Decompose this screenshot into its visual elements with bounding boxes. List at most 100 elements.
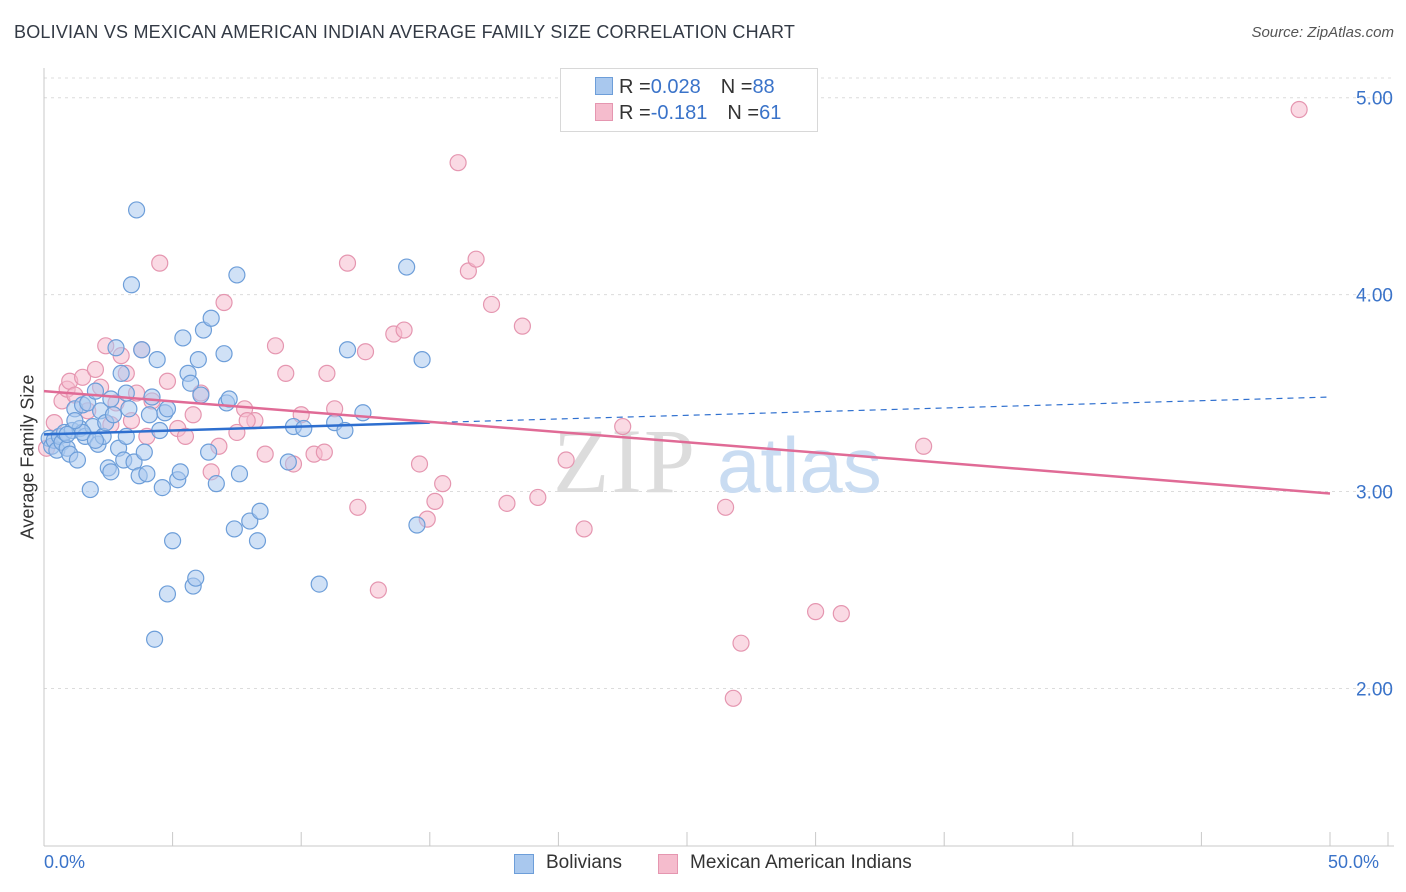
bolivians-point [140,406,159,424]
bolivians-point [148,351,166,369]
mexican-american-indians-point [498,494,516,512]
bolivians-point [120,400,138,418]
mexican-american-indians-point [410,455,429,473]
bottom-legend-swatch-bolivians [514,854,534,874]
legend-r-value: 0.028 [650,75,701,98]
legend-n-label: N = [727,101,760,124]
bolivians-point [413,351,431,369]
y-tick-label: 3.00 [1356,483,1393,504]
bolivians-point [230,465,249,483]
bolivians-point [68,451,87,469]
mexican-american-indians-point [238,412,256,430]
mexican-american-indians-point [1290,100,1308,119]
bolivians-point [138,465,156,483]
mexican-american-indians-point [459,262,477,280]
mexican-american-indians-point [395,321,413,339]
axes [43,68,1394,847]
mexican-american-indians-point [557,451,575,469]
bolivians-point [248,532,267,550]
mexican-american-indians-point [806,603,825,621]
correlation-legend: R = 0.028 N = 88 R = -0.181 N = 61 [560,68,818,132]
legend-row-mexican-american-indians: R = -0.181 N = 61 [595,101,782,125]
x-tick-label-max: 50.0% [1328,852,1380,872]
legend-n-value: 61 [759,101,782,124]
mexican-american-indians-point [832,605,850,623]
bolivians-point [104,406,123,424]
mexican-american-indians-point [184,406,202,424]
mexican-american-indians-point [434,475,452,493]
watermark: ZIP atlas [553,410,882,512]
mexican-american-indians-point [349,498,367,516]
mexican-american-indians-point [73,368,92,386]
mexican-american-indians-point [614,417,632,436]
y-tick-label: 2.00 [1356,679,1393,700]
mexican-american-indians-point [716,498,735,516]
bolivians-point [102,390,120,408]
bolivians-point [158,585,177,603]
bolivians-point [135,443,153,461]
mexican-american-indians-point [732,634,750,652]
bolivians-trend-line [43,421,430,436]
mexican-american-indians-point [915,437,933,455]
bolivians-point [200,443,218,461]
legend-swatch-bolivians [595,77,613,95]
bolivians-point [228,266,246,284]
bolivians-point [251,502,269,520]
mexican-american-indians-point [176,427,195,445]
mexican-american-indians-point [426,492,444,510]
y-tick-labels: 2.00 3.00 4.00 5.00 [1356,89,1393,701]
bottom-legend-label-mexican-american-indians: Mexican American Indians [690,852,912,873]
bolivians-point [164,532,182,550]
bolivians-point [102,463,120,481]
mexican-american-indians-point [467,250,485,268]
y-axis-label: Average Family Size [17,374,38,540]
legend-n-label: N = [720,75,753,98]
mexican-american-indians-point [318,364,336,382]
bolivians-point [192,386,210,404]
bolivians-point [112,364,130,382]
bolivians-point [215,345,233,363]
bolivians-point [354,404,372,422]
bolivians-point [408,516,426,534]
bolivians-point [174,329,192,347]
x-tick-label-min: 0.0% [44,852,86,872]
watermark-atlas: atlas [717,421,882,509]
bottom-legend-mexican-american-indians: Mexican American Indians [658,852,912,874]
mexican-american-indians-point [356,343,375,361]
bottom-legend-label-bolivians: Bolivians [546,852,623,873]
legend-row-bolivians: R = 0.028 N = 88 [595,75,775,99]
bolivians-point [66,412,84,430]
bolivians-point [182,374,200,392]
grid-lines [44,77,1394,689]
legend-r-label: R = [619,75,651,98]
bolivians-point [187,569,205,587]
mexican-american-indians-point [151,254,169,272]
bottom-legend-bolivians: Bolivians [514,852,623,874]
bolivians-point [189,351,207,369]
mexican-american-indians-point [513,317,531,335]
bolivians-point [279,453,297,471]
mexican-american-indians-point [338,254,357,272]
bolivians-point [145,630,164,648]
mexican-american-indians-point [266,337,285,355]
mexican-american-indians-point [529,488,547,507]
bolivians-point [122,276,141,294]
bolivians-point [171,463,189,481]
trend-lines [43,389,1331,495]
bolivians-point [194,321,213,339]
bolivians-point [107,339,125,357]
bolivians-point [153,479,171,497]
mexican-american-indians-point [86,360,105,379]
legend-r-label: R = [619,101,651,124]
mexican-american-indians-point [256,445,274,463]
bolivians-point [398,258,416,276]
chart-source: Source: ZipAtlas.com [1251,24,1394,41]
bottom-legend-swatch-mexican-american-indians [658,854,678,874]
mexican-american-indians-point [575,520,593,538]
chart-title: BOLIVIAN VS MEXICAN AMERICAN INDIAN AVER… [14,22,796,42]
legend-r-value: -0.181 [650,101,708,124]
bolivians-point [225,520,243,538]
mexican-american-indians-point [449,154,467,172]
bolivians-trend-extension [429,396,1331,424]
mexican-american-indians-point [482,295,501,314]
